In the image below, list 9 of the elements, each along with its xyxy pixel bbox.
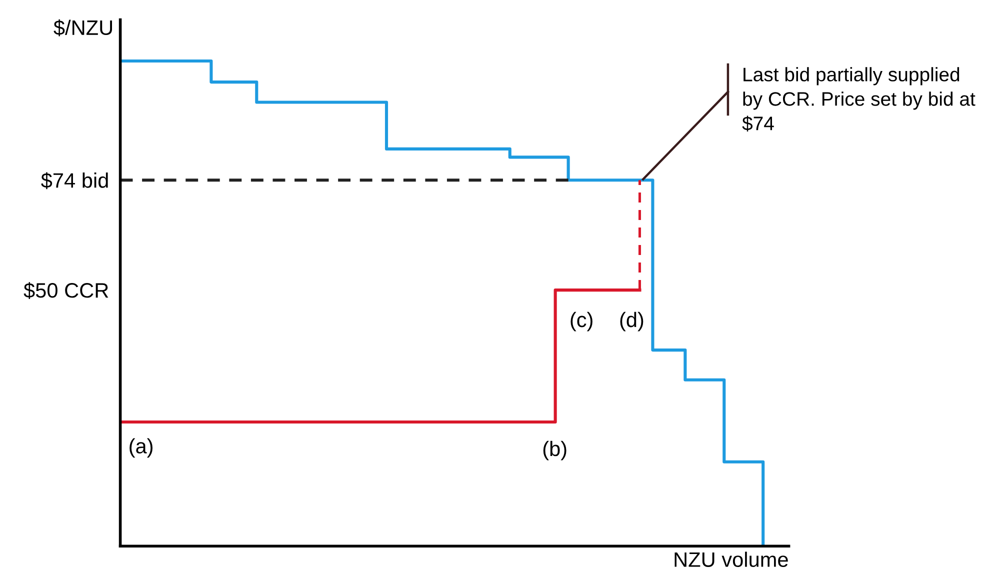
y-tick-label: $74 bid — [41, 172, 108, 190]
y-tick-label: $50 CCR — [24, 282, 108, 300]
annotation: (b) — [543, 440, 566, 460]
x-axis-title: NZU volume — [674, 552, 788, 567]
y-axis-title: $/NZU — [54, 19, 112, 36]
annotation: (c) — [570, 312, 592, 332]
annotation: (a) — [130, 438, 152, 458]
annotation: Last bid partially supplied by CCR. Price set by bid at $74 — [742, 67, 976, 132]
annotation: (d) — [620, 312, 644, 332]
